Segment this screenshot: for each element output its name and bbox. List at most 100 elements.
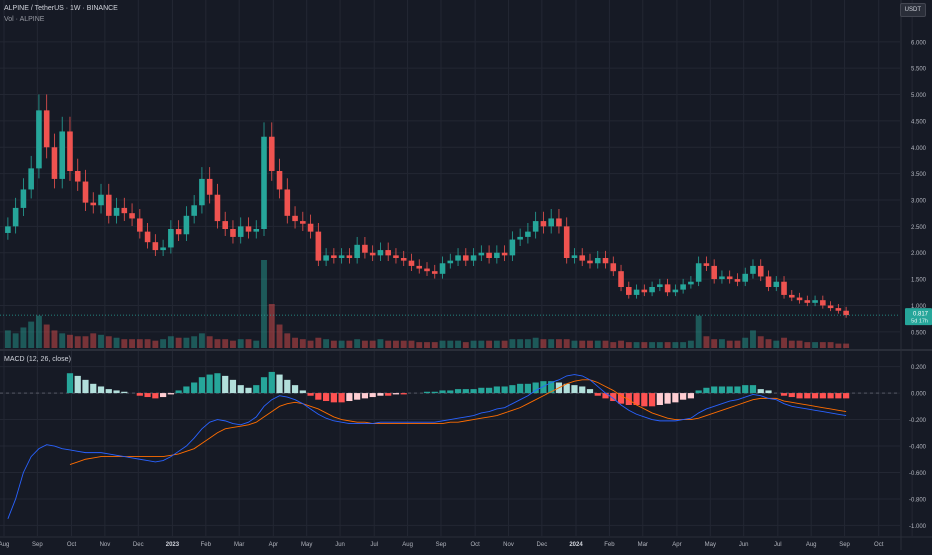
candle-body[interactable] — [703, 263, 710, 266]
candle-body[interactable] — [292, 215, 298, 222]
candle-body[interactable] — [43, 110, 50, 148]
candle-body[interactable] — [439, 263, 446, 274]
candle-body[interactable] — [253, 229, 260, 232]
candle-body[interactable] — [168, 229, 174, 248]
candle-body[interactable] — [206, 178, 213, 195]
candle-body[interactable] — [843, 310, 849, 316]
candle-body[interactable] — [276, 171, 283, 190]
candle-body[interactable] — [757, 265, 764, 277]
candle-body[interactable] — [494, 252, 500, 258]
candle-body[interactable] — [28, 168, 34, 190]
candle-body[interactable] — [67, 131, 73, 171]
candle-body[interactable] — [137, 218, 143, 232]
candle-body[interactable] — [12, 207, 19, 227]
candle-body[interactable] — [354, 244, 360, 258]
candle-body[interactable] — [424, 268, 430, 272]
candle-body[interactable] — [602, 258, 609, 264]
candle-body[interactable] — [548, 218, 554, 227]
candle-body[interactable] — [300, 221, 306, 224]
candle-body[interactable] — [105, 194, 112, 216]
candle-body[interactable] — [393, 255, 399, 258]
candle-body[interactable] — [346, 255, 353, 258]
candle-body[interactable] — [237, 226, 244, 237]
candle-body[interactable] — [261, 136, 267, 229]
candle-body[interactable] — [610, 263, 617, 272]
candle-body[interactable] — [144, 231, 151, 243]
candle-body[interactable] — [455, 255, 461, 261]
candle-body[interactable] — [377, 250, 384, 256]
candle-body[interactable] — [129, 213, 135, 219]
candle-body[interactable] — [5, 226, 11, 233]
candle-body[interactable] — [447, 260, 454, 264]
candle-body[interactable] — [408, 260, 415, 266]
candle-body[interactable] — [563, 226, 570, 258]
candle-body[interactable] — [765, 276, 772, 287]
candle-body[interactable] — [51, 147, 58, 179]
candle-body[interactable] — [175, 229, 182, 235]
candle-body[interactable] — [734, 279, 741, 282]
candle-body[interactable] — [509, 239, 516, 256]
candle-body[interactable] — [796, 297, 803, 301]
candle-body[interactable] — [525, 231, 531, 237]
candle-body[interactable] — [416, 265, 423, 269]
candle-body[interactable] — [695, 263, 702, 282]
candle-body[interactable] — [59, 131, 66, 179]
candle-body[interactable] — [90, 202, 97, 206]
candle-body[interactable] — [788, 294, 795, 298]
candle-body[interactable] — [672, 289, 679, 293]
candle-body[interactable] — [594, 258, 601, 264]
candle-body[interactable] — [268, 136, 275, 171]
candle-body[interactable] — [338, 255, 345, 258]
candle-body[interactable] — [323, 255, 329, 261]
candle-body[interactable] — [773, 281, 780, 287]
candle-body[interactable] — [532, 221, 539, 232]
candle-body[interactable] — [579, 255, 586, 261]
candle-body[interactable] — [431, 271, 438, 274]
candle-body[interactable] — [618, 271, 624, 287]
candle-body[interactable] — [307, 223, 314, 232]
candle-body[interactable] — [222, 221, 228, 229]
candle-body[interactable] — [315, 231, 322, 261]
candle-body[interactable] — [385, 250, 391, 256]
candle-body[interactable] — [82, 181, 89, 203]
candle-body[interactable] — [804, 300, 811, 303]
candle-body[interactable] — [556, 218, 562, 227]
candle-body[interactable] — [245, 226, 252, 232]
candle-body[interactable] — [835, 308, 842, 311]
candle-body[interactable] — [726, 276, 733, 280]
candle-body[interactable] — [719, 276, 725, 280]
candle-body[interactable] — [362, 244, 368, 253]
candle-body[interactable] — [501, 252, 508, 256]
candle-body[interactable] — [199, 178, 205, 206]
candle-body[interactable] — [750, 265, 756, 274]
candle-body[interactable] — [400, 258, 407, 261]
candle-body[interactable] — [827, 305, 834, 309]
candle-body[interactable] — [711, 265, 717, 280]
candle-body[interactable] — [331, 255, 337, 258]
candle-body[interactable] — [113, 207, 120, 216]
candle-body[interactable] — [230, 229, 236, 237]
candle-body[interactable] — [517, 236, 523, 240]
candle-body[interactable] — [74, 171, 81, 182]
candle-body[interactable] — [284, 189, 291, 216]
candle-body[interactable] — [657, 284, 663, 287]
candle-body[interactable] — [183, 215, 190, 235]
candle-body[interactable] — [626, 287, 632, 295]
candle-body[interactable] — [540, 221, 547, 227]
candle-body[interactable] — [486, 252, 492, 258]
quote-currency-badge[interactable]: USDT — [899, 3, 926, 17]
candle-body[interactable] — [812, 300, 818, 303]
candle-body[interactable] — [820, 300, 826, 306]
candle-body[interactable] — [571, 255, 578, 258]
candle-body[interactable] — [98, 194, 104, 206]
candle-body[interactable] — [369, 252, 376, 256]
candle-body[interactable] — [160, 247, 166, 251]
candle-body[interactable] — [664, 284, 671, 293]
candle-body[interactable] — [121, 207, 128, 214]
candle-body[interactable] — [688, 281, 694, 285]
candle-body[interactable] — [649, 287, 655, 293]
candle-body[interactable] — [742, 273, 749, 282]
candle-body[interactable] — [463, 255, 469, 261]
